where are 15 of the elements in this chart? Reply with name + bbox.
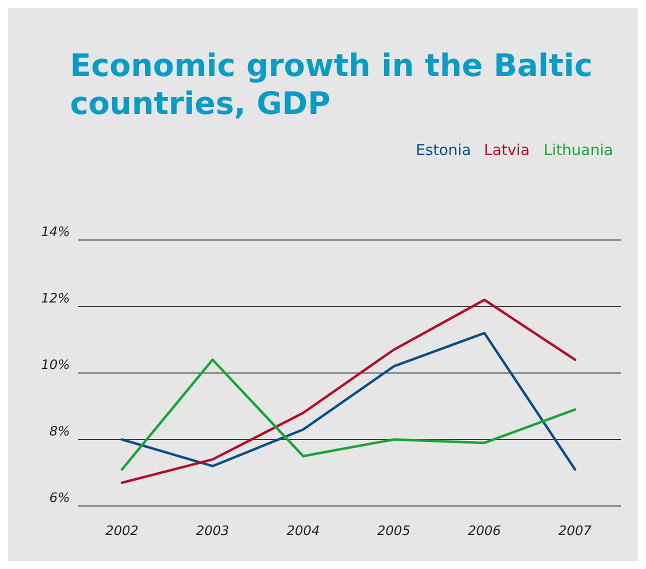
x-tick-label: 2007 [558, 524, 592, 539]
chart-title: Economic growth in the Baltic countries, GDP [70, 48, 593, 122]
y-tick-label: 14% [41, 225, 70, 240]
text: Estonia [416, 141, 472, 159]
text: Lithuania [544, 141, 614, 159]
text: Latvia [484, 141, 530, 159]
x-tick-label: 2003 [196, 524, 230, 539]
y-tick-label: 10% [41, 358, 70, 373]
x-tick-label: 2005 [377, 524, 410, 539]
y-tick-label: 8% [49, 424, 70, 440]
x-tick-label: 2006 [468, 524, 501, 539]
y-tick-label: 12% [41, 292, 70, 306]
x-tick-label: 2004 [286, 524, 320, 539]
x-tick-label: 2002 [105, 524, 139, 539]
y-tick-label: 6% [49, 491, 70, 506]
